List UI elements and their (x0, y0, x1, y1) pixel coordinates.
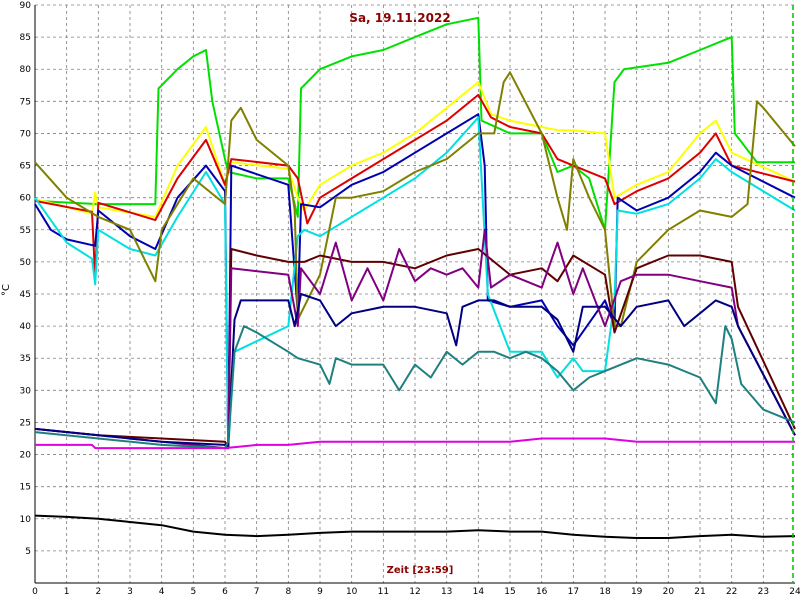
y-tick-label: 85 (20, 33, 31, 43)
series-group (34, 16, 796, 539)
y-tick-label: 60 (20, 194, 32, 204)
x-tick-label: 23 (758, 587, 769, 597)
y-tick-label: 90 (20, 1, 32, 11)
series-line (34, 71, 796, 328)
y-tick-label: 80 (20, 65, 32, 75)
x-tick-label: 13 (441, 587, 452, 597)
y-tick-label: 15 (20, 483, 31, 493)
x-tick-label: 7 (254, 587, 260, 597)
x-tick-label: 11 (378, 587, 389, 597)
x-tick-label: 19 (631, 587, 643, 597)
y-tick-label: 70 (20, 129, 32, 139)
y-tick-label: 30 (20, 386, 32, 396)
x-tick-label: 3 (127, 587, 133, 597)
y-axis-label: °C (1, 284, 12, 296)
y-tick-label: 75 (20, 97, 31, 107)
y-tick-label: 45 (20, 290, 31, 300)
x-tick-label: 24 (789, 587, 800, 597)
x-tick-label: 15 (504, 587, 515, 597)
series-line (34, 228, 796, 450)
x-tick-label: 16 (536, 587, 548, 597)
series-line (34, 16, 795, 231)
series-line (34, 113, 796, 450)
x-tick-label: 8 (285, 587, 291, 597)
x-tick-label: 14 (473, 587, 485, 597)
x-tick-label: 12 (409, 587, 420, 597)
x-tick-label: 21 (694, 587, 705, 597)
x-tick-label: 18 (599, 587, 611, 597)
tick-labels: 0 1 2 3 4 5 6 7 8 9 10 11 12 13 14 15 16 17 18 19 20 21 22 23 24… (20, 1, 800, 597)
x-axis-label: Zeit [23:59] (387, 565, 454, 576)
y-tick-label: 50 (20, 258, 32, 268)
chart-title: Sa, 19.11.2022 (349, 11, 450, 25)
series-line (34, 81, 796, 218)
y-tick-label: 65 (20, 162, 31, 172)
x-tick-label: 5 (190, 587, 196, 597)
x-tick-label: 9 (317, 587, 323, 597)
series-line (34, 293, 796, 450)
series-line (34, 116, 796, 450)
y-tick-label: 25 (20, 418, 31, 428)
x-tick-label: 17 (568, 587, 579, 597)
series-line (35, 437, 795, 450)
x-tick-label: 4 (159, 587, 165, 597)
y-tick-label: 5 (25, 547, 31, 557)
y-tick-label: 20 (20, 451, 32, 461)
x-tick-label: 6 (222, 587, 228, 597)
series-line (34, 325, 796, 450)
x-tick-label: 2 (95, 587, 101, 597)
grid (35, 4, 795, 583)
y-tick-label: 55 (20, 226, 31, 236)
x-tick-label: 0 (32, 587, 38, 597)
x-tick-label: 20 (663, 587, 675, 597)
x-tick-label: 22 (726, 587, 737, 597)
axes (34, 5, 795, 584)
series-line (34, 93, 796, 279)
x-tick-label: 1 (64, 587, 70, 597)
x-tick-label: 10 (346, 587, 358, 597)
y-tick-label: 10 (20, 515, 32, 525)
y-tick-label: 35 (20, 354, 31, 364)
y-tick-label: 40 (20, 322, 32, 332)
series-line (34, 514, 796, 539)
